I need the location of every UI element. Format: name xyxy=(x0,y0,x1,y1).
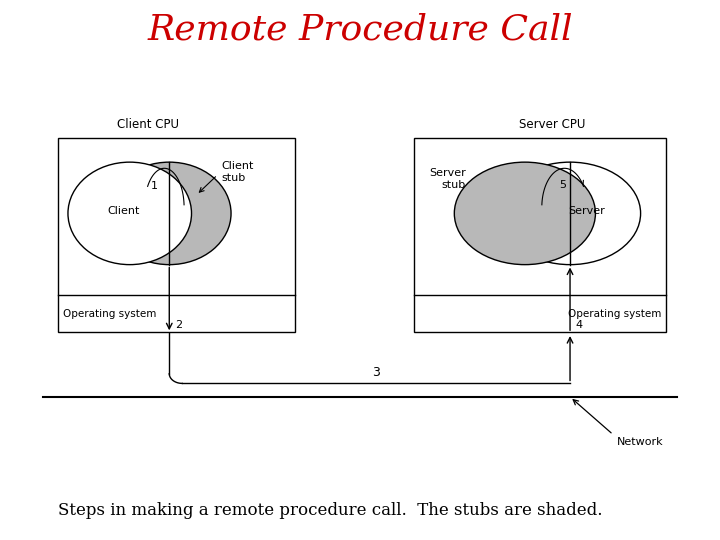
Ellipse shape xyxy=(454,162,595,265)
Ellipse shape xyxy=(68,162,192,265)
Text: Server
stub: Server stub xyxy=(429,168,466,190)
Bar xyxy=(414,138,666,332)
Text: Server CPU: Server CPU xyxy=(519,118,586,131)
Text: 4: 4 xyxy=(576,320,583,330)
Text: Remote Procedure Call: Remote Procedure Call xyxy=(148,13,572,46)
Text: Network: Network xyxy=(617,437,663,448)
Text: 1: 1 xyxy=(151,181,158,191)
Text: 5: 5 xyxy=(559,180,567,190)
Text: 3: 3 xyxy=(372,366,380,379)
Text: Operating system: Operating system xyxy=(567,309,661,319)
Text: Client CPU: Client CPU xyxy=(117,118,179,131)
Text: Operating system: Operating system xyxy=(63,309,156,319)
Ellipse shape xyxy=(500,162,641,265)
Text: Client
stub: Client stub xyxy=(221,161,253,183)
Text: 2: 2 xyxy=(175,320,182,330)
Text: Steps in making a remote procedure call.  The stubs are shaded.: Steps in making a remote procedure call.… xyxy=(58,502,602,519)
Text: Server: Server xyxy=(569,206,606,215)
Ellipse shape xyxy=(107,162,231,265)
Bar xyxy=(58,138,295,332)
Text: Client: Client xyxy=(107,206,140,215)
